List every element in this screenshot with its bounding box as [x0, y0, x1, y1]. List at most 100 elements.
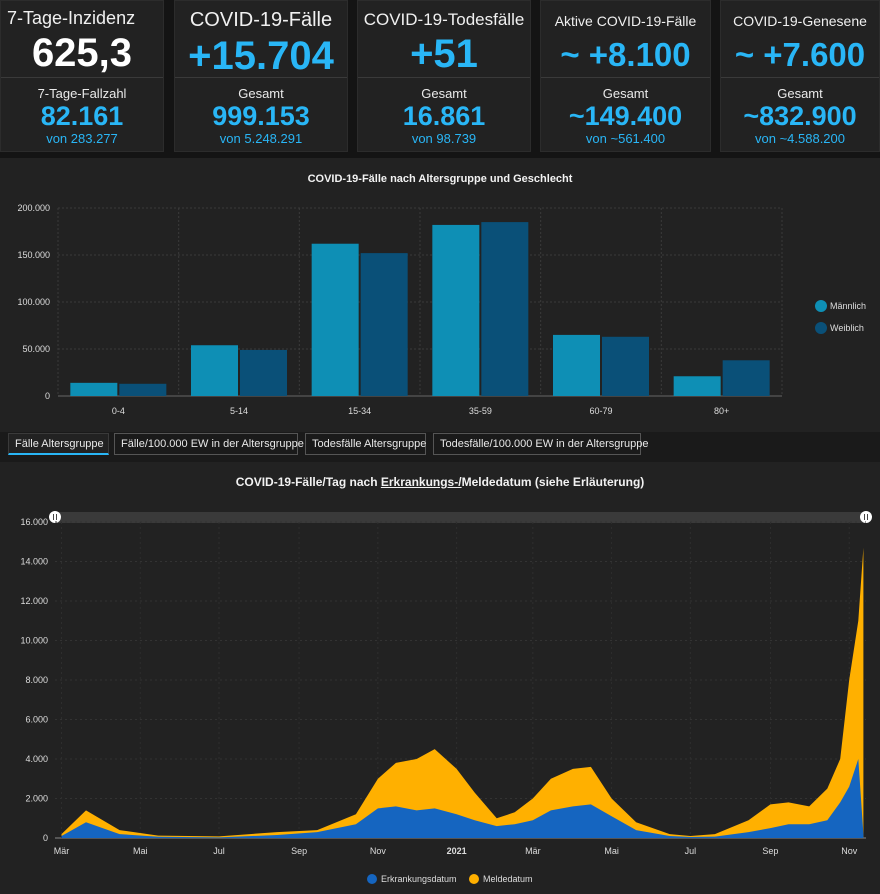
card-value: ~149.400: [568, 101, 683, 131]
card-sub: von 98.739: [411, 131, 477, 146]
range-scrollbar: [55, 512, 866, 523]
card-title: COVID-19-Todesfälle: [363, 10, 525, 29]
card-value: ~832.900: [743, 101, 857, 131]
range-handle: [49, 511, 61, 523]
range-handle: [860, 511, 872, 523]
card-big-value: ~ +8.100: [560, 36, 691, 73]
bar-weiblich: [240, 349, 287, 396]
card-top: 7-Tage-Inzidenz 625,3: [1, 1, 163, 78]
card-sub: von 283.277: [46, 131, 118, 146]
x-tick-label: 15-34: [348, 406, 371, 416]
card-title: COVID-19-Fälle: [189, 9, 333, 31]
x-tick-label: 60-79: [589, 406, 612, 416]
card-big-value: +15.704: [188, 34, 334, 78]
x-tick-label: Sep: [762, 846, 778, 856]
daily-title-part2: Meldedatum (siehe Erläuterung): [461, 475, 645, 489]
card-big-value: ~ +7.600: [734, 36, 866, 73]
daily-chart-panel: COVID-19-Fälle/Tag nach Erkrankungs-/Mel…: [0, 462, 880, 894]
card-sub: von 5.248.291: [219, 131, 303, 146]
y-tick-label: 6.000: [25, 715, 48, 725]
age-chart-title: COVID-19-Fälle nach Altersgruppe und Ges…: [307, 173, 573, 185]
bar-weiblich: [481, 222, 529, 396]
y-tick-label: 0: [43, 833, 48, 843]
bar-weiblich: [602, 336, 649, 396]
daily-chart-title: COVID-19-Fälle/Tag nach Erkrankungs-/Mel…: [0, 475, 880, 489]
x-tick-label: 35-59: [469, 406, 492, 416]
card-value: 999.153: [212, 101, 310, 131]
bar-maennlich: [70, 382, 118, 396]
tab-faelle-altersgruppe[interactable]: Fälle Altersgruppe: [8, 433, 109, 455]
card-bottom: 7-Tage-Fallzahl 82.161 von 283.277: [1, 81, 163, 146]
y-tick-label: 2.000: [25, 794, 48, 804]
x-tick-label: 80+: [714, 406, 729, 416]
x-tick-label: Jul: [685, 846, 697, 856]
card-label: 7-Tage-Fallzahl: [37, 86, 127, 101]
legend-marker: [815, 322, 827, 334]
x-tick-label: Jul: [213, 846, 225, 856]
card-todesfaelle[interactable]: COVID-19-Todesfälle +51 Gesamt 16.861 vo…: [357, 0, 531, 152]
legend-label: Männlich: [830, 301, 866, 311]
card-title: Aktive COVID-19-Fälle: [554, 13, 697, 29]
card-title: COVID-19-Genesene: [733, 13, 867, 29]
age-chart: 0 50.000 100.000 150.000 200.000 0-4 5-14 15-34…: [17, 203, 866, 416]
card-bottom: Gesamt ~832.900 von ~4.588.200: [721, 81, 879, 146]
chart-tabs: Fälle Altersgruppe Fälle/100.000 EW in d…: [0, 432, 880, 462]
x-tick-label: Sep: [291, 846, 307, 856]
card-aktive[interactable]: Aktive COVID-19-Fälle ~ +8.100 Gesamt ~1…: [540, 0, 711, 152]
card-value: 82.161: [40, 101, 124, 131]
bar-maennlich: [191, 345, 238, 396]
y-tick-label: 50.000: [22, 344, 50, 354]
daily-title-link[interactable]: Erkrankungs-/: [380, 475, 462, 489]
erkrankungsdatum-series: [61, 759, 864, 838]
legend-label: Weiblich: [830, 323, 864, 333]
y-tick-label: 0: [45, 391, 50, 401]
card-sub: von ~4.588.200: [755, 131, 845, 146]
bar-maennlich: [673, 376, 721, 396]
card-label: Gesamt: [777, 86, 823, 101]
kpi-cards: 7-Tage-Inzidenz 625,3 7-Tage-Fallzahl 82…: [0, 0, 880, 156]
card-big-value: 625,3: [31, 31, 133, 75]
bar-maennlich: [553, 334, 600, 396]
daily-chart: 0 2.000 4.000 6.000 8.000 10.000 12.000 14.000 1…: [20, 511, 872, 884]
card-top: COVID-19-Genesene ~ +7.600: [721, 1, 879, 78]
legend-label: Meldedatum: [483, 874, 533, 884]
y-tick-label: 8.000: [25, 675, 48, 685]
meldedatum-series: [61, 547, 864, 838]
card-genesene[interactable]: COVID-19-Genesene ~ +7.600 Gesamt ~832.9…: [720, 0, 880, 152]
bar-weiblich: [119, 383, 167, 396]
bar-maennlich: [432, 224, 480, 396]
card-faelle[interactable]: COVID-19-Fälle +15.704 Gesamt 999.153 vo…: [174, 0, 348, 152]
x-tick-label: Mai: [604, 846, 619, 856]
card-label: Gesamt: [602, 86, 649, 101]
card-title: 7-Tage-Inzidenz: [7, 8, 136, 28]
card-top: COVID-19-Fälle +15.704: [175, 1, 347, 78]
bar-maennlich: [311, 243, 359, 396]
x-tick-label: 0-4: [112, 406, 125, 416]
age-chart-panel: COVID-19-Fälle nach Altersgruppe und Ges…: [0, 158, 880, 432]
tab-faelle-100000[interactable]: Fälle/100.000 EW in der Altersgruppe: [114, 433, 304, 455]
tab-todesfaelle-altersgruppe[interactable]: Todesfälle Altersgruppe: [305, 433, 426, 455]
card-big-value: +51: [410, 32, 478, 76]
daily-title-part1: COVID-19-Fälle/Tag nach: [235, 475, 381, 489]
tab-todesfaelle-100000[interactable]: Todesfälle/100.000 EW in der Altersgrupp…: [433, 433, 649, 455]
card-top: Aktive COVID-19-Fälle ~ +8.100: [541, 1, 710, 78]
card-inzidenz[interactable]: 7-Tage-Inzidenz 625,3 7-Tage-Fallzahl 82…: [0, 0, 164, 152]
legend-marker: [469, 874, 479, 884]
x-tick-label: Mär: [525, 846, 541, 856]
card-top: COVID-19-Todesfälle +51: [358, 1, 530, 78]
card-label: Gesamt: [421, 86, 467, 101]
card-label: Gesamt: [238, 86, 284, 101]
bar-weiblich: [360, 253, 408, 396]
x-tick-label: Mai: [133, 846, 148, 856]
legend-marker: [815, 300, 827, 312]
card-value: 16.861: [402, 101, 486, 131]
x-tick-label: Mär: [54, 846, 70, 856]
y-tick-label: 16.000: [20, 517, 48, 527]
legend-marker: [367, 874, 377, 884]
card-bottom: Gesamt 999.153 von 5.248.291: [175, 81, 347, 146]
y-tick-label: 100.000: [17, 297, 50, 307]
x-tick-label: Nov: [841, 846, 858, 856]
card-sub: von ~561.400: [585, 131, 666, 146]
card-bottom: Gesamt ~149.400 von ~561.400: [541, 81, 710, 146]
y-tick-label: 10.000: [20, 636, 48, 646]
